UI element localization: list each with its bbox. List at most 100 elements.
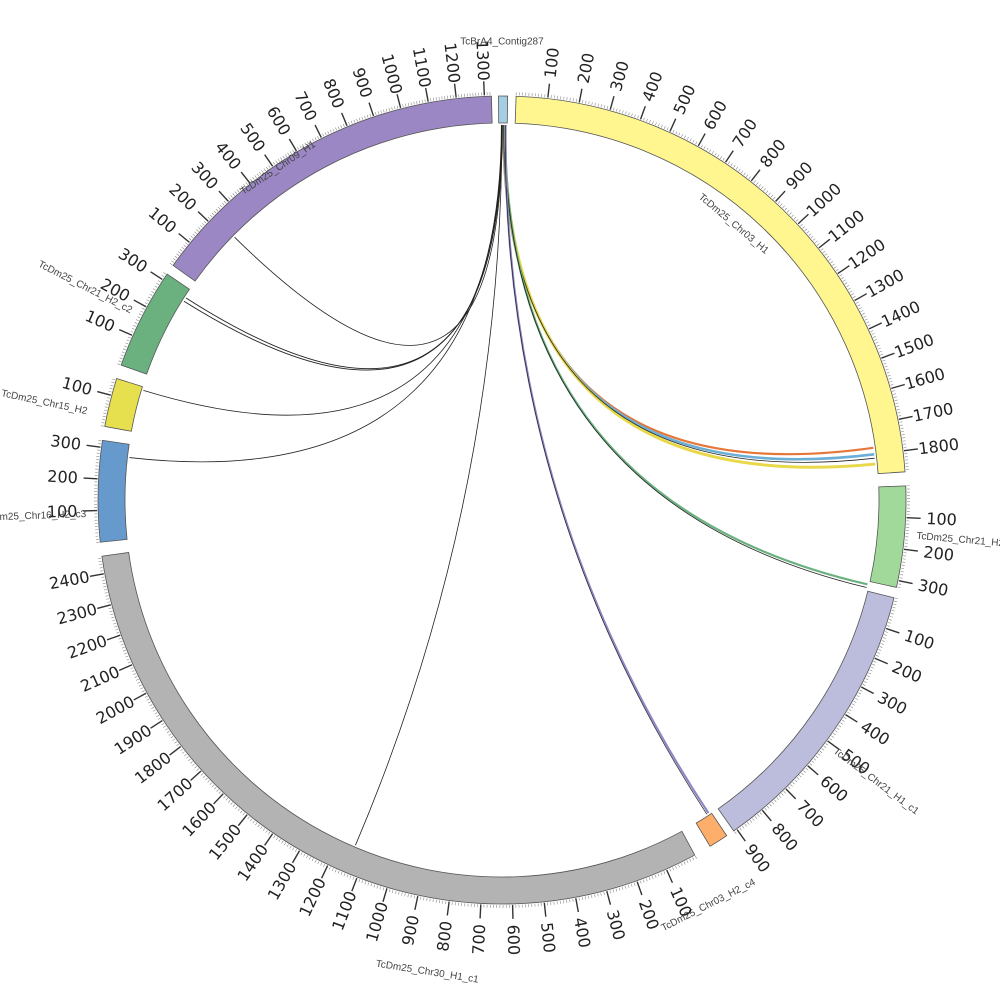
segment-band xyxy=(104,378,143,432)
tick-label: 1000 xyxy=(378,52,407,96)
major-tick xyxy=(881,352,895,359)
link-layer xyxy=(129,124,876,846)
tick-label: 200 xyxy=(165,180,200,215)
tick-label: 2100 xyxy=(78,662,123,696)
tick-label: 300 xyxy=(49,431,82,454)
tick-label: 900 xyxy=(782,158,817,193)
segment-band xyxy=(172,95,493,282)
major-tick xyxy=(906,516,921,519)
major-tick xyxy=(479,904,482,919)
tick-label: 1000 xyxy=(802,179,845,221)
tick-label: 800 xyxy=(768,819,802,855)
minor-ticks xyxy=(169,92,491,266)
tick-label: 500 xyxy=(669,82,699,118)
major-tick xyxy=(341,112,348,127)
major-tick xyxy=(885,627,900,634)
segment-chr16h2c3: 100 200 300 TcDm25_Chr16_H2_c3 xyxy=(0,431,130,543)
major-tick xyxy=(543,902,547,917)
major-tick xyxy=(666,869,674,884)
segment-band xyxy=(717,590,895,832)
segment-contig287: TcBrA4_Contig287 xyxy=(460,37,544,124)
major-tick xyxy=(818,238,831,249)
major-tick xyxy=(190,770,202,781)
link xyxy=(355,124,503,846)
major-tick xyxy=(827,740,840,750)
major-tick xyxy=(237,814,248,827)
tick-label: 100 xyxy=(47,502,78,522)
major-tick xyxy=(240,171,251,184)
major-tick xyxy=(320,865,329,879)
major-tick xyxy=(414,896,419,910)
minor-ticks xyxy=(98,557,697,909)
tick-label: 700 xyxy=(729,115,762,151)
tick-label: 900 xyxy=(398,913,423,947)
tick-label: 1700 xyxy=(911,399,955,426)
tick-label: 1000 xyxy=(362,900,392,944)
tick-label: 600 xyxy=(504,924,524,955)
major-tick xyxy=(697,133,706,147)
tick-label: 1100 xyxy=(409,46,435,89)
segment-band xyxy=(101,552,696,905)
segment-band xyxy=(869,485,907,588)
major-tick xyxy=(106,634,121,641)
tick-label: 1500 xyxy=(892,330,937,362)
tick-label: 900 xyxy=(741,840,774,876)
segment-band xyxy=(695,812,728,847)
tick-label: 300 xyxy=(874,688,910,719)
tick-label: 1200 xyxy=(440,42,463,85)
major-tick xyxy=(314,124,322,138)
tick-label: 700 xyxy=(469,924,490,955)
major-tick xyxy=(606,891,612,905)
tick-label: 100 xyxy=(145,203,181,237)
tick-label: 1400 xyxy=(233,840,272,884)
segment-label: TcDm25_Chr16_H2_c3 xyxy=(0,509,87,524)
major-tick xyxy=(547,83,551,98)
tick-label: 900 xyxy=(349,65,377,100)
tick-label: 1300 xyxy=(472,40,493,82)
minor-ticks xyxy=(515,92,909,470)
major-tick xyxy=(639,106,646,120)
major-tick xyxy=(903,548,918,552)
tick-label: 600 xyxy=(816,771,852,805)
major-tick xyxy=(396,94,402,109)
major-tick xyxy=(575,898,580,913)
tick-label: 300 xyxy=(916,575,950,600)
major-tick xyxy=(264,154,274,167)
tick-label: 1600 xyxy=(903,364,947,393)
major-tick xyxy=(382,888,388,902)
tick-label: 300 xyxy=(606,59,632,94)
major-tick xyxy=(891,383,905,390)
link xyxy=(143,124,503,416)
major-tick xyxy=(750,169,761,182)
minor-ticks xyxy=(897,485,911,588)
tick-label: 300 xyxy=(115,244,151,277)
tick-label: 1700 xyxy=(154,774,197,815)
major-tick xyxy=(118,664,133,672)
tick-label: 100 xyxy=(541,47,563,80)
major-tick xyxy=(837,265,850,275)
tick-label: 400 xyxy=(570,916,594,949)
major-tick xyxy=(97,390,111,396)
major-tick xyxy=(807,765,819,776)
tick-label: 300 xyxy=(603,908,629,942)
major-tick xyxy=(97,604,111,610)
tick-label: 1800 xyxy=(917,434,960,458)
tick-label: 300 xyxy=(187,158,222,193)
tick-label: 2200 xyxy=(65,631,110,663)
tick-label: 200 xyxy=(889,657,925,686)
tick-label: 400 xyxy=(638,69,666,104)
tick-label: 1600 xyxy=(178,798,220,841)
major-tick xyxy=(197,211,209,222)
tick-label: 1900 xyxy=(111,721,155,759)
tick-label: 1300 xyxy=(863,265,908,302)
major-tick xyxy=(785,788,797,800)
link xyxy=(504,125,708,815)
tick-label: 500 xyxy=(537,921,559,953)
link xyxy=(234,124,503,346)
segment-band xyxy=(514,95,906,475)
link xyxy=(504,125,867,588)
major-tick xyxy=(424,87,429,102)
